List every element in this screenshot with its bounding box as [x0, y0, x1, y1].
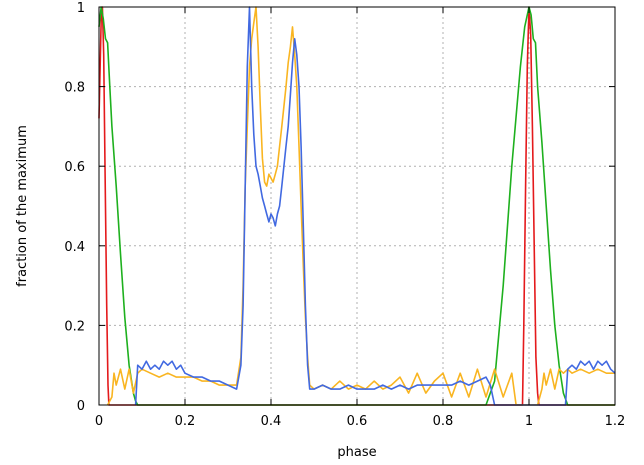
plot-frame: [98, 6, 616, 406]
x-tick-label: 0.4: [261, 414, 282, 429]
x-tick-label: 0: [95, 414, 103, 429]
y-tick-label: 0.8: [64, 81, 85, 96]
x-tick-label: 0.8: [433, 414, 454, 429]
x-tick-label: 1: [525, 414, 533, 429]
series-line-2: [98, 6, 615, 406]
series-lines: [98, 6, 616, 406]
y-tick-label: 1: [77, 1, 85, 16]
y-axis-label: fraction of the maximum: [15, 125, 30, 287]
axis-ticks: [98, 6, 616, 406]
series-line-4: [134, 6, 616, 406]
y-tick-label: 0.4: [64, 240, 85, 255]
tick-labels: 0 0.2 0.4 0.6 0.8 1 1.2 0 0.2 0.4 0.6 0.8 1: [64, 1, 625, 429]
x-axis-label: phase: [337, 445, 376, 460]
grid-lines: [99, 7, 615, 405]
y-tick-label: 0: [77, 399, 85, 414]
x-tick-label: 0.2: [175, 414, 196, 429]
series-line-1: [98, 6, 615, 406]
series-line-3: [106, 6, 615, 406]
x-tick-label: 0.6: [347, 414, 368, 429]
x-tick-label: 1.2: [605, 414, 626, 429]
y-tick-label: 0.6: [64, 160, 85, 175]
y-tick-label: 0.2: [64, 319, 85, 334]
